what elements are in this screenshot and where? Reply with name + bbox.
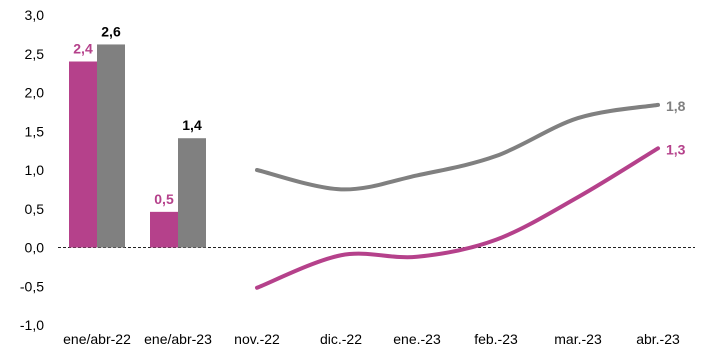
line-end-label: 1,3 <box>666 141 686 157</box>
y-tick-label: 3,0 <box>25 7 45 23</box>
x-tick-label: nov.-22 <box>234 331 280 347</box>
y-tick-label: -0,5 <box>20 278 44 294</box>
line-series-gray <box>255 102 660 192</box>
y-tick-label: 2,5 <box>25 46 45 62</box>
bar-magenta-2 <box>150 211 178 248</box>
bar-data-label: 1,4 <box>182 117 202 133</box>
y-tick-label: 0,5 <box>25 201 45 217</box>
x-tick-label: ene/abr-23 <box>144 331 212 347</box>
x-tick-label: feb.-23 <box>474 331 518 347</box>
bar-magenta-1 <box>69 61 97 248</box>
x-tick-label: dic.-22 <box>320 331 362 347</box>
lines <box>255 102 660 290</box>
y-tick-label: 0,0 <box>25 240 45 256</box>
x-tick-label: abr.-23 <box>636 331 680 347</box>
bar-data-label: 2,4 <box>73 41 93 57</box>
x-axis: ene/abr-22 ene/abr-23 nov.-22 dic.-22 ene.-2… <box>63 331 680 347</box>
y-tick-label: 1,5 <box>25 123 45 139</box>
bar-data-label: 0,5 <box>154 191 174 207</box>
bar-data-label: 2,6 <box>101 23 121 39</box>
bars <box>69 44 206 248</box>
data-labels: 2,4 2,6 0,5 1,4 1,8 1,3 <box>73 23 685 206</box>
x-tick-label: mar.-23 <box>554 331 602 347</box>
y-axis: 3,0 2,5 2,0 1,5 1,0 0,5 0,0 -0,5 -1,0 <box>20 7 44 333</box>
y-tick-label: 1,0 <box>25 162 45 178</box>
bar-gray-2 <box>178 138 206 248</box>
x-tick-label: ene/abr-22 <box>63 331 131 347</box>
line-series-magenta <box>255 146 660 290</box>
bar-gray-1 <box>97 44 125 248</box>
y-tick-label: 2,0 <box>25 85 45 101</box>
y-tick-label: -1,0 <box>20 317 44 333</box>
x-tick-label: ene.-23 <box>393 331 441 347</box>
line-end-label: 1,8 <box>666 98 686 114</box>
